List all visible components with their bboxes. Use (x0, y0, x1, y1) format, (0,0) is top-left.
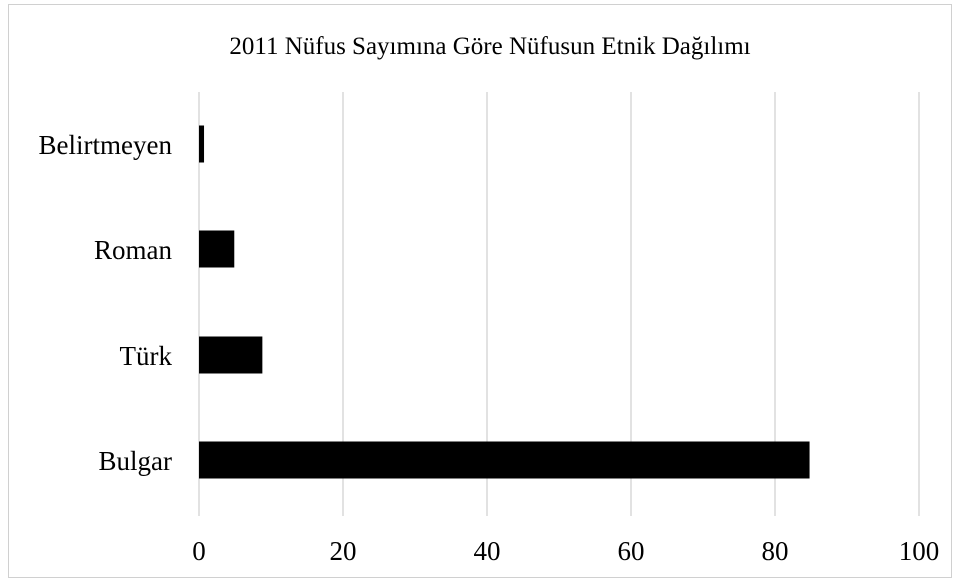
category-label: Belirtmeyen (39, 130, 173, 160)
category-label: Türk (120, 341, 173, 371)
category-label: Bulgar (99, 446, 173, 476)
x-tick-label: 0 (192, 536, 206, 566)
x-tick-label: 40 (474, 536, 501, 566)
bar-türk (199, 336, 263, 374)
chart-title: 2011 Nüfus Sayımına Göre Nüfusun Etnik D… (229, 33, 750, 60)
x-tick-labels: 0 20 40 60 80 100 (192, 536, 939, 566)
x-tick-label: 20 (330, 536, 357, 566)
chart-frame (8, 4, 952, 578)
x-tick-label: 60 (618, 536, 645, 566)
bar-belirtmeyen (199, 125, 205, 163)
bar-roman (199, 230, 235, 268)
category-label: Roman (94, 235, 172, 265)
category-labels: Bulgar Türk Roman Belirtmeyen (39, 130, 173, 476)
bar-bulgar (199, 441, 810, 479)
bars (199, 125, 810, 479)
x-tick-label: 100 (899, 536, 940, 566)
x-tick-label: 80 (762, 536, 789, 566)
